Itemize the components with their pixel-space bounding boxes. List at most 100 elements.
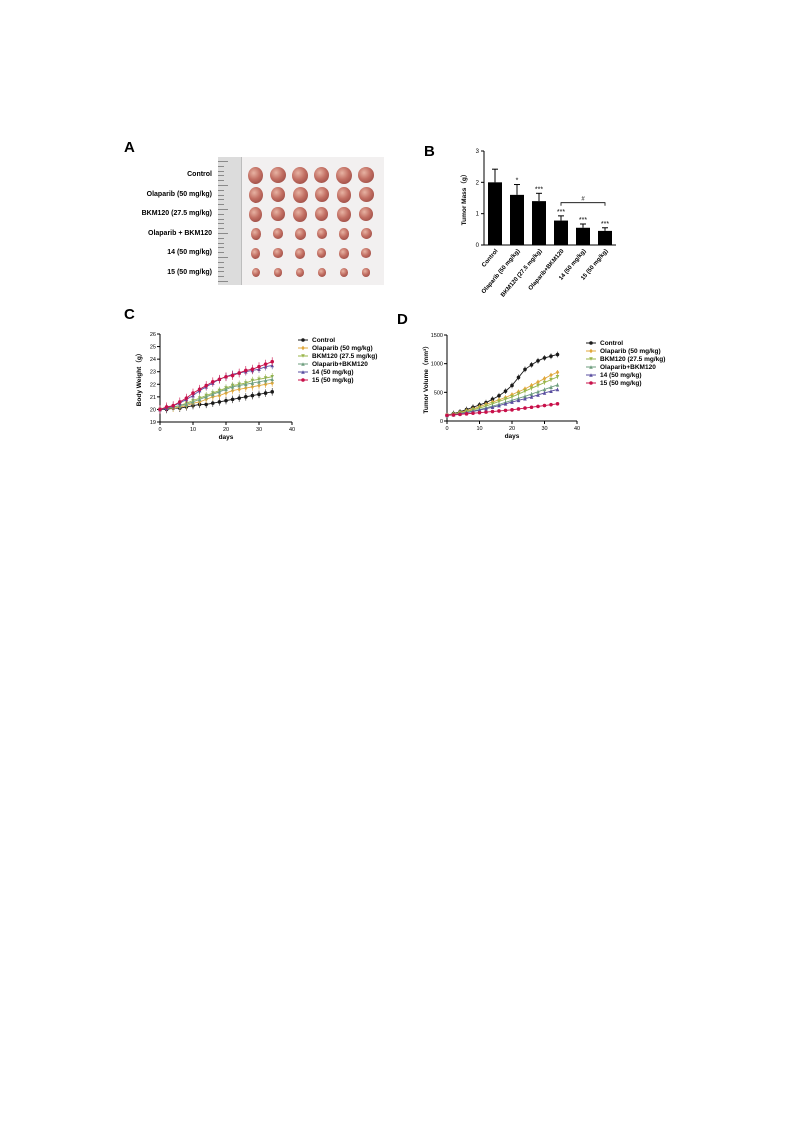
data-point [516,375,521,380]
data-point [542,380,547,385]
data-point [555,402,560,406]
data-point [529,392,534,396]
y-tick-label: 3 [476,149,480,155]
data-point [484,410,488,414]
data-point [549,377,553,382]
data-point [191,400,195,404]
ruler-tick [218,271,224,273]
data-point [490,402,495,406]
data-point [529,405,534,410]
tumor [271,207,285,221]
tumor [248,167,264,185]
data-point [523,389,527,393]
data-point [477,410,482,415]
panel-letter-a: A [124,139,135,156]
data-point [497,409,501,413]
legend-marker [301,378,305,382]
photo-row-label: Olaparib + BKM120 [148,229,212,237]
tumor [248,187,263,204]
tumor [315,207,329,221]
ruler-tick [218,228,224,230]
tumor [317,268,326,277]
y-tick-label: 24 [150,357,156,363]
data-point [523,396,527,401]
ruler-tick [218,185,228,186]
y-tick-label: 26 [150,332,156,338]
data-point [503,389,508,393]
panel-letter-b: B [424,143,435,160]
legend-label: Olaparib (50 mg/kg) [312,345,373,352]
data-point [477,408,482,412]
data-point [270,377,274,382]
data-point [224,398,228,403]
y-tick-label: 25 [150,345,156,351]
ruler-tick [218,233,228,234]
legend-label: Control [312,337,335,344]
x-tick-label: BKM120 (27.5 mg/kg) [500,248,543,298]
x-tick-label: 0 [158,427,161,433]
photo-row-label: Control [187,171,212,178]
tumor [292,167,309,185]
tumor [337,207,351,222]
legend-marker [589,357,593,361]
tumor [316,228,327,239]
tumor [339,248,349,259]
photo-row-label: 14 (50 mg/kg) [167,249,212,256]
data-point [555,352,560,357]
data-point [224,374,228,379]
tumor [359,207,374,221]
tumor [272,228,284,239]
data-point [211,392,215,397]
tumor-photo [218,157,384,285]
y-tick-label: 1000 [431,362,443,368]
data-point [445,413,449,418]
ruler-tick [218,266,224,268]
data-point [244,368,248,373]
tumor [314,187,329,202]
ruler-tick [218,261,224,263]
bracket-label: # [581,197,585,203]
data-point [197,397,202,402]
data-point [270,359,274,364]
tumor [251,248,261,259]
legend-label: 14 (50 mg/kg) [600,372,642,379]
x-axis-label: days [219,434,234,441]
bar [598,230,612,245]
tumor [249,207,263,222]
data-point [211,401,215,405]
data-point [497,393,501,398]
data-point [270,390,274,394]
data-point [230,397,235,402]
data-point [184,402,189,407]
data-point [263,391,268,395]
data-point [250,393,255,398]
y-tick-label: 0 [476,243,480,249]
data-point [549,354,553,359]
ruler-tick [218,161,228,162]
data-point [490,397,495,402]
data-point [484,406,488,411]
y-tick-label: 19 [150,420,156,426]
tumor [361,248,372,258]
ruler-tick [218,209,228,210]
data-point [178,400,182,404]
y-tick-label: 500 [434,390,443,396]
series-5 [445,402,560,418]
data-point [230,385,235,389]
series-1 [158,379,274,414]
data-point [490,409,495,414]
x-tick-label: Olaparib (50 mg/kg) [481,248,522,295]
data-point [523,394,527,399]
y-tick-label: 20 [150,407,156,413]
data-point [549,402,553,407]
data-point [184,396,189,400]
data-point [191,391,195,395]
data-point [510,408,514,412]
ruler-tick [218,257,228,258]
tumor [295,248,306,259]
data-point [217,400,222,404]
data-point [523,367,527,372]
y-tick-label: 0 [440,419,443,425]
data-point [523,406,527,410]
data-point [510,400,514,404]
